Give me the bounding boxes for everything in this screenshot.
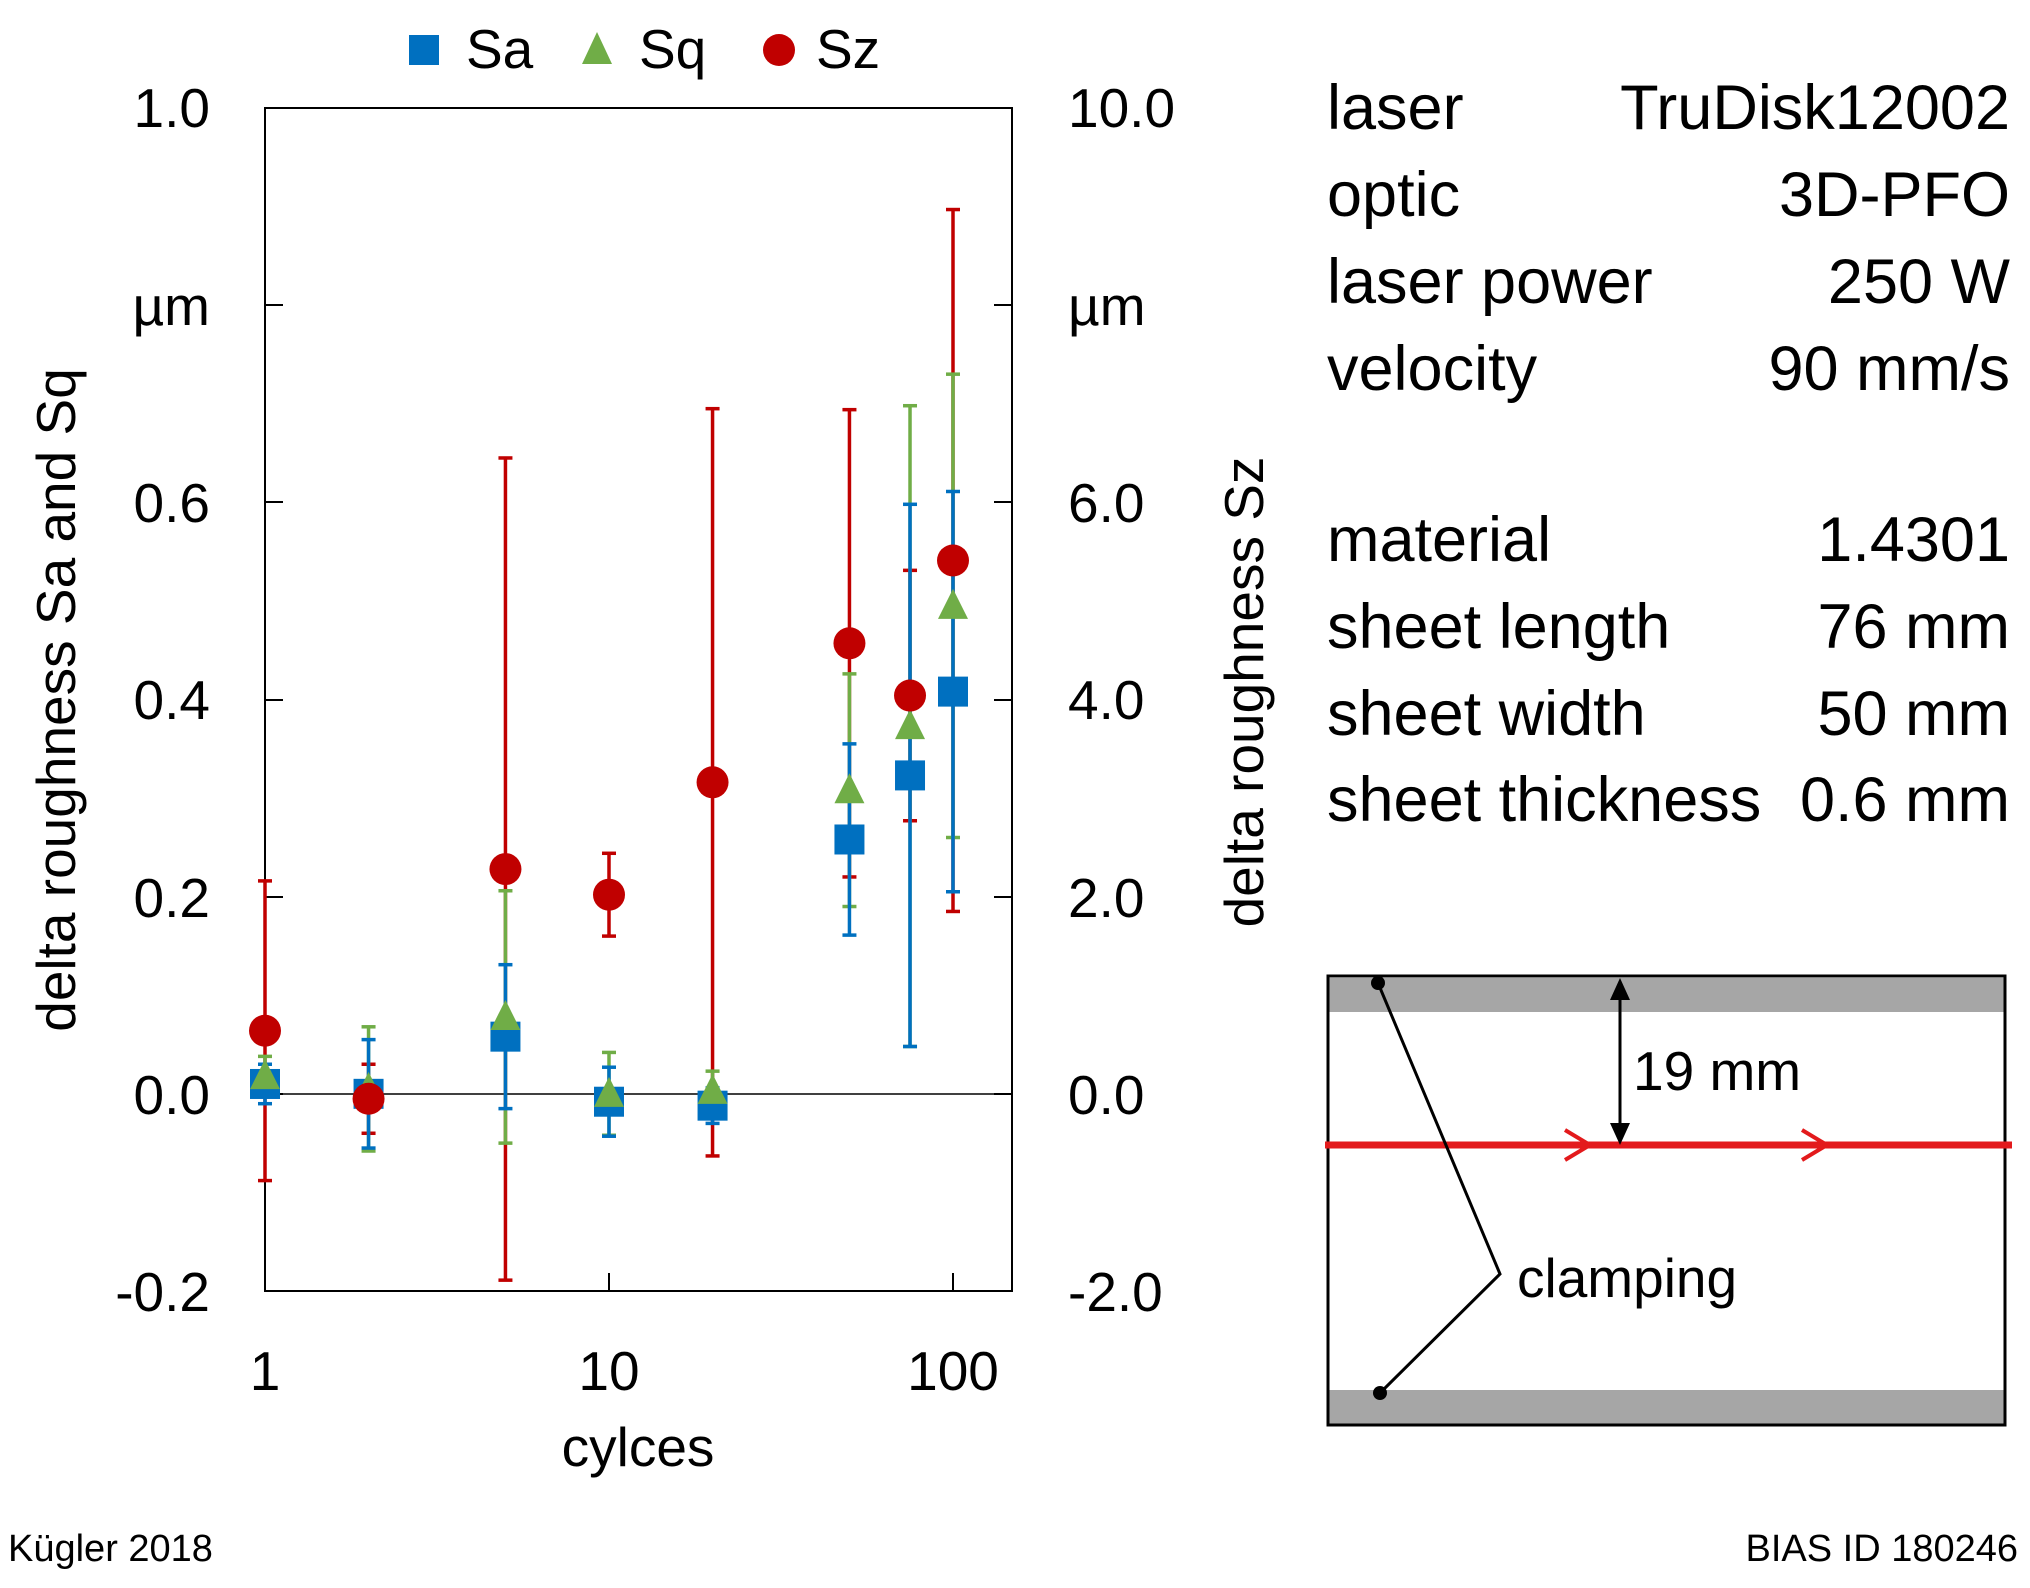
clamping-point-bottom	[1373, 1386, 1387, 1400]
right-unit-label: µm	[1068, 275, 1146, 337]
param-key: velocity	[1327, 334, 1538, 404]
clamping-pointer	[1376, 982, 1502, 1395]
errorbars	[258, 207, 960, 1282]
param-key: laser	[1327, 73, 1464, 143]
point-sq	[594, 1076, 624, 1107]
left-tick-label: 0.0	[134, 1064, 210, 1126]
legend-label-sa: Sa	[466, 18, 534, 80]
param-row-material: material 1.4301	[1327, 500, 2010, 580]
point-sz	[696, 766, 729, 799]
point-sq	[250, 1059, 280, 1090]
sheet-outline	[1326, 974, 2007, 1427]
point-sq	[697, 1073, 728, 1104]
param-row-laser-power: laser power 250 W	[1327, 242, 2010, 322]
x-axis-title: cylces	[562, 1416, 715, 1478]
right-axis-title: delta roughness Sz	[1213, 457, 1275, 928]
param-value: 90 mm/s	[1768, 334, 2010, 404]
right-tick-label: 4.0	[1068, 669, 1144, 731]
left-tick-label: 0.4	[134, 669, 210, 731]
left-tick-label: 0.2	[134, 867, 210, 929]
point-sz	[489, 853, 522, 886]
left-axis-ticks	[265, 304, 283, 1095]
param-key: sheet length	[1327, 592, 1671, 662]
x-tick-label: 1	[250, 1340, 281, 1402]
track-arrow	[1563, 1128, 1594, 1162]
param-value: 250 W	[1827, 247, 2010, 317]
left-axis-title: delta roughness Sa and Sq	[25, 368, 87, 1032]
param-row-sheet-length: sheet length 76 mm	[1327, 587, 2010, 667]
track-arrow	[1800, 1128, 1831, 1162]
param-value: 76 mm	[1817, 592, 2010, 662]
point-sz	[352, 1082, 385, 1115]
right-tick-label: 6.0	[1068, 472, 1144, 534]
legend-label-sz: Sz	[816, 18, 880, 80]
legend-marker-sz	[763, 34, 795, 66]
param-value: TruDisk12002	[1620, 73, 2010, 143]
right-tick-label: -2.0	[1068, 1261, 1163, 1323]
param-key: laser power	[1327, 247, 1653, 317]
param-value: 0.6 mm	[1799, 765, 2010, 835]
point-sa	[834, 824, 865, 855]
x-tick-label: 100	[907, 1340, 999, 1402]
footer-id: BIAS ID 180246	[1745, 1528, 2018, 1570]
param-row-velocity: velocity 90 mm/s	[1327, 329, 2010, 409]
param-value: 50 mm	[1817, 679, 2010, 749]
point-sq	[938, 588, 968, 619]
point-sq	[490, 999, 521, 1030]
clamp-bottom	[1329, 1390, 2004, 1424]
param-value: 1.4301	[1817, 505, 2010, 575]
param-key: material	[1327, 505, 1552, 575]
param-key: optic	[1327, 160, 1461, 230]
param-value: 3D-PFO	[1778, 160, 2010, 230]
right-axis-ticks	[994, 304, 1012, 1095]
left-unit-label: µm	[132, 275, 210, 337]
point-sa	[895, 760, 926, 791]
clamp-top	[1329, 978, 2004, 1012]
left-tick-label: -0.2	[115, 1261, 210, 1323]
left-tick-label: 0.6	[134, 472, 210, 534]
clamping-label: clamping	[1517, 1247, 1737, 1309]
x-tick-label: 10	[578, 1340, 639, 1402]
right-tick-label: 0.0	[1068, 1064, 1144, 1126]
param-row-optic: optic 3D-PFO	[1327, 155, 2010, 235]
distance-label: 19 mm	[1633, 1040, 1801, 1102]
legend: Sa Sq Sz	[409, 18, 880, 80]
param-key: sheet thickness	[1327, 765, 1762, 835]
param-row-laser: laser TruDisk12002	[1327, 68, 2010, 148]
param-row-sheet-width: sheet width 50 mm	[1327, 674, 2010, 754]
param-row-sheet-thickness: sheet thickness 0.6 mm	[1327, 760, 2010, 840]
distance-arrowhead-bottom	[1610, 1123, 1630, 1145]
legend-label-sq: Sq	[639, 18, 706, 80]
point-sz	[833, 627, 866, 660]
legend-marker-sa	[409, 35, 439, 65]
x-axis-ticks	[264, 1273, 954, 1291]
point-sa	[938, 676, 968, 707]
point-sq	[834, 773, 865, 804]
left-tick-label: 1.0	[134, 77, 210, 139]
right-tick-label: 10.0	[1068, 77, 1175, 139]
markers	[249, 544, 969, 1121]
footer-author: Kügler 2018	[8, 1528, 213, 1570]
clamping-point-top	[1371, 976, 1385, 990]
point-sz	[937, 544, 969, 577]
point-sz	[249, 1014, 281, 1047]
point-sz	[894, 679, 927, 712]
right-tick-label: 2.0	[1068, 867, 1144, 929]
param-key: sheet width	[1327, 679, 1646, 749]
distance-arrowhead-top	[1610, 978, 1630, 1000]
clamping-diagram: 19 mm clamping	[1325, 974, 2012, 1427]
point-sz	[593, 878, 625, 911]
sheet-outline-stroke	[1326, 974, 2007, 1427]
point-sq	[895, 709, 926, 740]
legend-marker-sq	[582, 32, 612, 64]
